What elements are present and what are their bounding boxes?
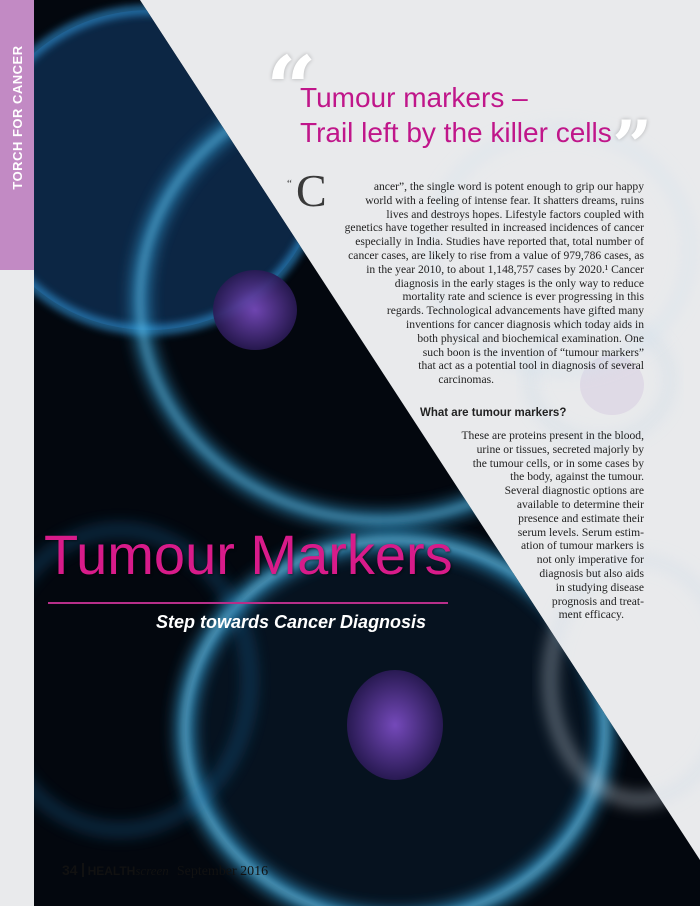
open-quote-mark-icon: “	[266, 36, 317, 140]
footer-divider	[81, 863, 84, 877]
intro-line: diagnosis in the early stages is the onl…	[394, 276, 644, 290]
intro-line: that act as a potential tool in diagnosi…	[418, 359, 644, 373]
body-line: prognosis and treat-	[551, 594, 644, 608]
intro-line: lives and destroys hopes. Lifestyle fact…	[386, 207, 644, 221]
close-quote-mark-icon: ”	[612, 105, 653, 188]
page-number: 34	[62, 862, 78, 878]
intro-line: both physical and biochemical examinatio…	[417, 331, 644, 345]
section-tab: TORCH FOR CANCER	[0, 0, 34, 270]
issue-date: September 2016	[176, 864, 269, 879]
intro-open-quote: “	[287, 178, 292, 190]
intro-line: mortality rate and science is ever progr…	[402, 290, 644, 304]
intro-line: genetics have together resulted in incre…	[344, 221, 644, 235]
article-subtitle: Step towards Cancer Diagnosis	[156, 612, 427, 632]
body-line: ment efficacy.	[558, 608, 624, 622]
page-footer: 34 HEALTHscreen September 2016	[62, 862, 268, 880]
section-tab-label: TORCH FOR CANCER	[10, 45, 25, 190]
body-line: the body, against the tumour.	[510, 470, 644, 484]
intro-line: cancer cases, are likely to rise from a …	[348, 248, 644, 262]
intro-line: inventions for cancer diagnosis which to…	[406, 317, 644, 331]
article-title: Tumour Markers	[44, 523, 453, 586]
body-paragraph: These are proteins present in the blood,…	[420, 429, 644, 622]
intro-line: such boon is the invention of “tumour ma…	[422, 345, 644, 359]
title-divider	[48, 602, 448, 604]
intro-paragraph: ancer”, the single word is potent enough…	[286, 180, 644, 387]
body-line: serum levels. Serum estim-	[517, 525, 644, 539]
body-line: ation of tumour markers is	[521, 539, 644, 553]
body-line: in studying disease	[555, 580, 644, 594]
intro-line: carcinomas.	[438, 373, 494, 387]
headline-line-2: Trail left by the killer cells	[300, 117, 612, 148]
intro-line: ancer”, the single word is potent enough…	[373, 180, 644, 193]
body-line: the tumour cells, or in some cases by	[472, 456, 644, 470]
magazine-name-italic: screen	[135, 863, 169, 878]
section-subheading: What are tumour markers?	[420, 407, 567, 419]
intro-line: especially in India. Studies have report…	[355, 235, 644, 249]
intro-line: world with a feeling of intense fear. It…	[365, 193, 644, 207]
body-line: presence and estimate their	[518, 511, 644, 525]
drop-cap: C	[296, 165, 327, 216]
headline-line-1: Tumour markers –	[300, 82, 528, 113]
body-line: Several diagnostic options are	[504, 484, 644, 498]
body-line: These are proteins present in the blood,	[461, 429, 644, 442]
headline: Tumour markers – Trail left by the kille…	[300, 80, 660, 150]
body-line: not only imperative for	[536, 553, 644, 567]
magazine-name-bold: HEALTH	[87, 864, 136, 878]
intro-line: in the year 2010, to about 1,148,757 cas…	[366, 262, 644, 276]
body-line: urine or tissues, secreted majorly by	[476, 442, 644, 456]
body-line: available to determine their	[516, 497, 644, 511]
body-line: diagnosis but also aids	[539, 566, 644, 580]
intro-line: regards. Technological advancements have…	[386, 304, 644, 318]
